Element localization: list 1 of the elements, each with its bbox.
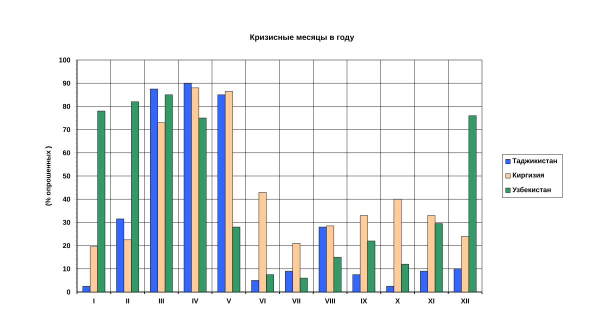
- chart-title: Кризисные месяцы в году: [250, 34, 354, 42]
